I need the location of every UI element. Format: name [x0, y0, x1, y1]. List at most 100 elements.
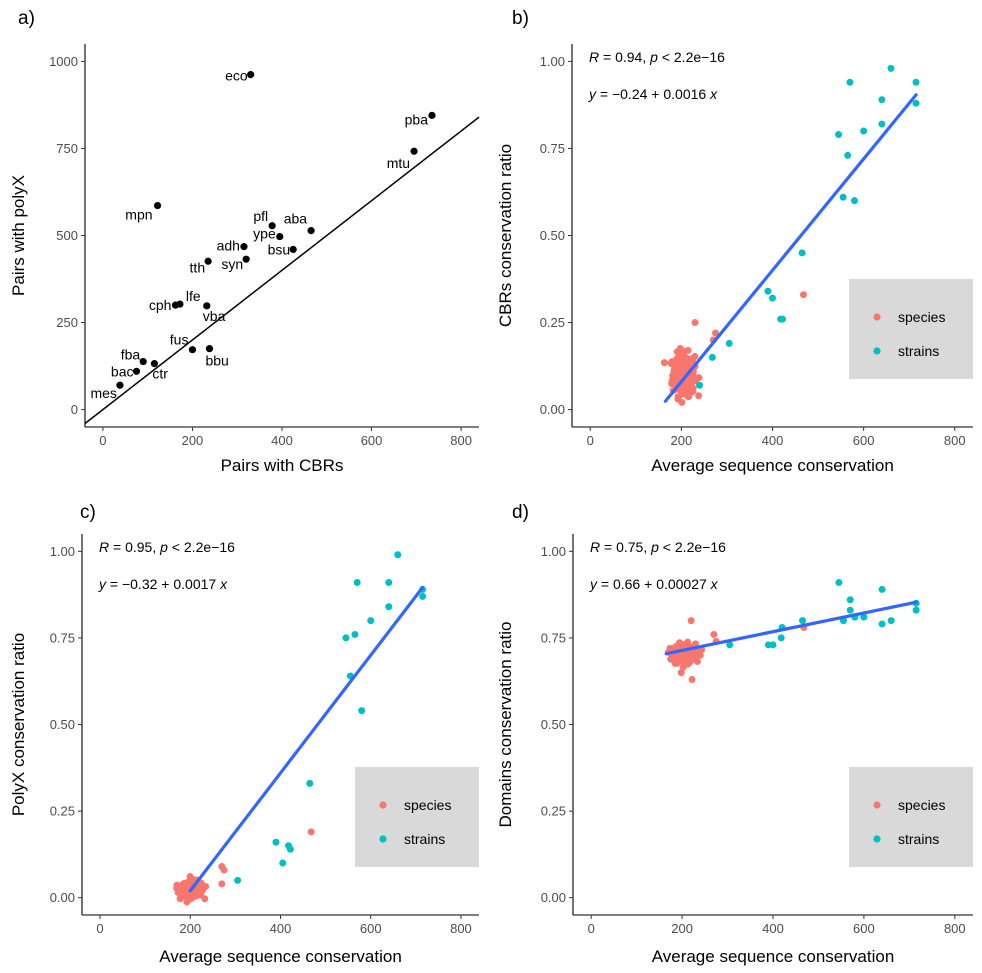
point-label-ype: ype — [253, 226, 276, 242]
legend-label-species: species — [404, 797, 451, 813]
strain-point — [835, 131, 843, 139]
x-tick-label: 0 — [99, 433, 106, 448]
x-tick-label: 600 — [853, 921, 875, 936]
species-point — [176, 895, 184, 903]
regression-line — [664, 600, 918, 656]
data-point-bsu — [289, 245, 297, 254]
species-point — [695, 392, 703, 400]
stat-intercept: −0.24 — [612, 86, 648, 102]
legend-label-strains: strains — [898, 831, 939, 847]
x-tick-label: 200 — [671, 921, 693, 936]
species-point — [691, 352, 699, 360]
stat-r_value: 0.75 — [616, 539, 643, 555]
species-point — [696, 651, 704, 659]
annotation-part: y — [589, 576, 598, 592]
x-axis-title: Average sequence conservation — [159, 947, 402, 966]
annotation-part: p — [649, 49, 658, 65]
data-point-ype — [276, 232, 284, 241]
legend: species strains — [355, 767, 479, 867]
strain-point — [358, 707, 366, 715]
stat-r_value: 0.94 — [615, 49, 642, 65]
data-point-vba — [203, 302, 211, 310]
species-point — [687, 617, 695, 625]
point-label-bbu: bbu — [205, 353, 228, 369]
species-point — [681, 352, 689, 360]
point-label-eco: eco — [225, 68, 248, 84]
strain-point — [777, 634, 785, 642]
x-tick-label: 800 — [450, 921, 472, 936]
y-tick-label: 1.00 — [50, 544, 75, 559]
species-point — [674, 395, 682, 403]
x-tick-label: 800 — [944, 433, 966, 448]
data-point-eco — [247, 71, 255, 79]
strain-point — [351, 630, 359, 638]
y-tick-label: 0 — [71, 402, 78, 417]
annotation-part: R — [590, 539, 600, 555]
legend-background — [849, 279, 973, 379]
x-tick-label: 400 — [270, 921, 292, 936]
point-label-bsu: bsu — [268, 241, 291, 257]
annotation-part: p — [159, 539, 168, 555]
species-point — [670, 657, 678, 665]
correlation-annotation: R = 0.75, p < 2.2e−16 — [590, 539, 726, 555]
point-label-pfl: pfl — [253, 208, 268, 224]
y-tick-label: 0.75 — [50, 630, 75, 645]
legend-key-strains — [873, 835, 881, 843]
data-point-mtu — [410, 147, 418, 155]
point-label-fba: fba — [121, 347, 141, 363]
strain-point — [726, 641, 734, 649]
y-tick-label: 1.00 — [541, 544, 566, 559]
annotation-part: p — [650, 539, 659, 555]
annotation-part: < — [659, 539, 675, 555]
strain-point — [799, 617, 807, 625]
strain-point — [696, 381, 704, 389]
stat-intercept: −0.32 — [122, 576, 158, 592]
strain-point — [860, 613, 868, 621]
strain-point — [272, 838, 280, 846]
panel-letter: b) — [512, 8, 529, 29]
species-point — [689, 388, 697, 396]
strain-point — [860, 127, 868, 135]
strain-point — [878, 585, 886, 593]
data-point-pba — [428, 111, 436, 119]
annotation-part: R — [589, 49, 599, 65]
legend-label-strains: strains — [404, 831, 445, 847]
y-tick-label: 0.00 — [541, 890, 566, 905]
strain-point — [367, 617, 375, 625]
x-tick-label: 800 — [450, 433, 472, 448]
x-tick-label: 600 — [360, 921, 382, 936]
legend-label-strains: strains — [898, 343, 939, 359]
x-tick-label: 0 — [96, 921, 103, 936]
annotation-part: = — [109, 539, 125, 555]
annotation-part: y — [588, 86, 597, 102]
species-point — [679, 663, 687, 671]
strain-point — [708, 353, 716, 361]
data-point-fus — [188, 346, 197, 354]
data-point-syn — [242, 255, 250, 263]
y-axis-title: PolyX conservation ratio — [9, 633, 28, 816]
species-point — [220, 866, 228, 874]
legend-key-species — [379, 801, 387, 809]
correlation-annotation: R = 0.94, p < 2.2e−16 — [589, 49, 725, 65]
reference-line — [84, 116, 480, 425]
data-point-fba — [139, 357, 147, 366]
strain-point — [798, 249, 806, 257]
species-point — [660, 359, 668, 367]
y-tick-label: 0.50 — [50, 717, 75, 732]
x-tick-label: 400 — [762, 921, 784, 936]
point-label-mes: mes — [90, 385, 116, 401]
panel-letter: d) — [512, 502, 529, 523]
y-tick-label: 0.00 — [540, 402, 565, 417]
annotation-part: + — [157, 576, 173, 592]
strain-point — [878, 96, 886, 104]
point-label-cph: cph — [149, 297, 172, 313]
x-tick-label: 600 — [853, 433, 875, 448]
point-label-tth: tth — [190, 259, 206, 275]
data-point-cph — [171, 301, 180, 309]
stat-slope: 0.0017 — [173, 576, 216, 592]
strain-point — [846, 78, 854, 86]
strain-point — [234, 876, 242, 884]
annotation-part: = — [597, 576, 613, 592]
regression-line — [663, 93, 918, 403]
x-axis-title: Average sequence conservation — [651, 456, 894, 475]
